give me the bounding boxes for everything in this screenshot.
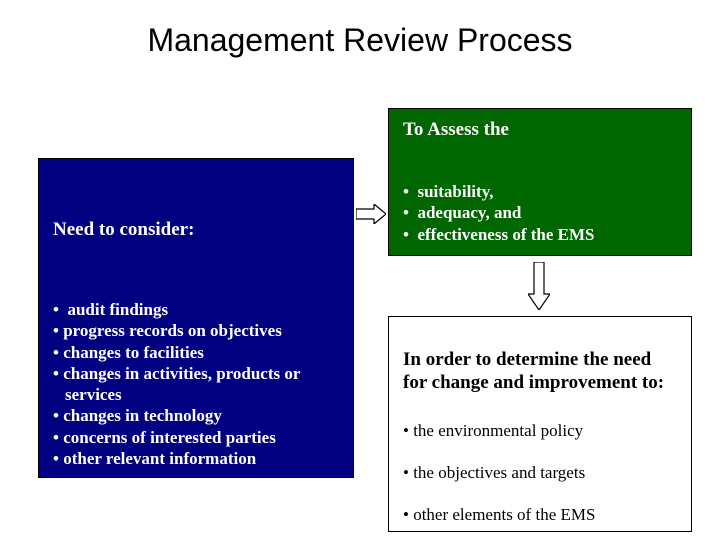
page-title: Management Review Process bbox=[0, 22, 720, 59]
to-assess-list: • suitability, • adequacy, and • effecti… bbox=[403, 181, 677, 245]
list-item: • changes in activities, products or ser… bbox=[53, 363, 339, 406]
determine-need-list: • the environmental policy • the objecti… bbox=[403, 421, 677, 525]
list-item: • suitability, bbox=[403, 181, 677, 202]
determine-need-box: In order to determine the need for chang… bbox=[388, 316, 692, 532]
list-item: • changes to facilities bbox=[53, 342, 339, 363]
determine-need-heading: In order to determine the need for chang… bbox=[403, 349, 677, 395]
to-assess-heading: To Assess the bbox=[403, 119, 677, 141]
to-assess-box: To Assess the • suitability, • adequacy,… bbox=[388, 108, 692, 256]
list-item: • the objectives and targets bbox=[403, 463, 677, 483]
list-item: • adequacy, and bbox=[403, 202, 677, 223]
list-item: • concerns of interested parties bbox=[53, 427, 339, 448]
list-item: • other relevant information bbox=[53, 448, 339, 469]
arrow-right-icon bbox=[356, 204, 386, 224]
need-to-consider-list: • audit findings • progress records on o… bbox=[53, 299, 339, 469]
need-to-consider-box: Need to consider: • audit findings • pro… bbox=[38, 158, 354, 478]
list-item: • audit findings bbox=[53, 299, 339, 320]
need-to-consider-heading: Need to consider: bbox=[53, 219, 339, 241]
list-item: • progress records on objectives bbox=[53, 320, 339, 341]
list-item: • changes in technology bbox=[53, 405, 339, 426]
list-item: • other elements of the EMS bbox=[403, 505, 677, 525]
arrow-down-icon bbox=[528, 262, 550, 310]
list-item: • the environmental policy bbox=[403, 421, 677, 441]
list-item: • effectiveness of the EMS bbox=[403, 224, 677, 245]
